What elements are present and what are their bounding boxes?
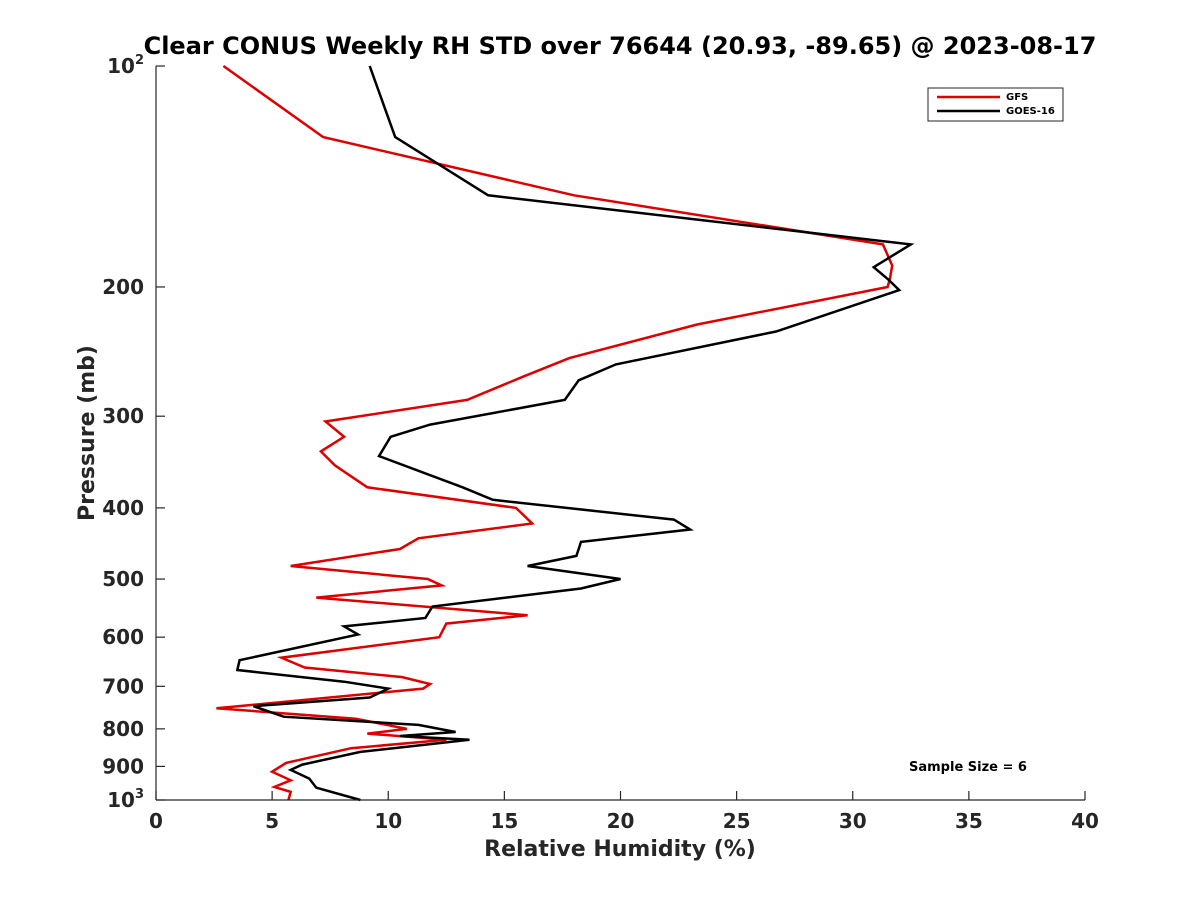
x-tick-label: 0 xyxy=(149,809,163,833)
y-tick-label: 900 xyxy=(102,754,144,778)
x-tick-label: 35 xyxy=(955,809,983,833)
y-tick-label: 600 xyxy=(102,625,144,649)
x-tick-label: 25 xyxy=(723,809,751,833)
series-layer xyxy=(216,64,915,802)
chart-title: Clear CONUS Weekly RH STD over 76644 (20… xyxy=(144,32,1097,60)
axes-background xyxy=(156,66,1085,800)
y-tick-label: 102 xyxy=(107,53,144,78)
y-axis-label: Pressure (mb) xyxy=(75,345,100,521)
x-axis-label: Relative Humidity (%) xyxy=(484,837,756,862)
x-tick-label: 5 xyxy=(265,809,279,833)
sample-size-annotation: Sample Size = 6 xyxy=(909,760,1027,775)
legend-box xyxy=(927,87,1064,122)
x-tick-label: 40 xyxy=(1071,809,1099,833)
y-axis-ticks: 102 200 300 400 500 600 700 800 900 103 xyxy=(102,53,165,812)
x-tick-label: 15 xyxy=(490,809,518,833)
x-tick-label: 30 xyxy=(839,809,867,833)
y-tick-label: 300 xyxy=(102,404,144,428)
y-tick-label: 700 xyxy=(102,674,144,698)
y-tick-label: 400 xyxy=(102,496,144,520)
series-line-goes16 xyxy=(235,65,915,802)
legend-label-goes16: GOES-16 xyxy=(1006,106,1055,117)
y-tick-label: 103 xyxy=(107,787,144,812)
y-tick-label: 500 xyxy=(102,567,144,591)
x-tick-label: 10 xyxy=(374,809,402,833)
plot-area xyxy=(155,64,1085,802)
legend-label-gfs: GFS xyxy=(1006,92,1028,103)
legend: GFS GOES-16 xyxy=(927,87,1064,122)
y-tick-label: 800 xyxy=(102,717,144,741)
y-tick-label: 200 xyxy=(102,275,144,299)
x-tick-label: 20 xyxy=(607,809,635,833)
x-axis-ticks: 0 5 10 15 20 25 30 35 40 xyxy=(149,791,1099,833)
